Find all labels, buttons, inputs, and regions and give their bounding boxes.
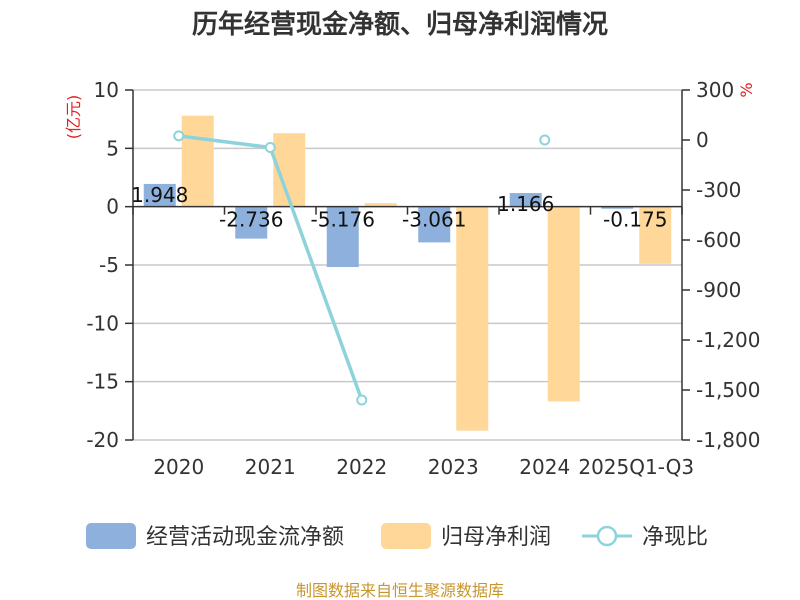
right-axis-tick-label: -1,200 — [696, 328, 760, 352]
left-axis-tick-label: 10 — [94, 78, 119, 102]
ratio-point — [264, 142, 276, 153]
cashflow-data-label: -2.736 — [219, 208, 283, 232]
left-axis-tick-label: 0 — [106, 195, 119, 219]
cashflow-bar — [235, 206, 268, 239]
ratio-point — [356, 394, 368, 406]
ratio-point — [173, 130, 185, 142]
ratio-line — [173, 130, 551, 406]
chart-title: 历年经营现金净额、归母净利润情况 — [192, 9, 608, 40]
data-labels: 1.948 -2.736 -5.176 -3.061 1.166 -0.175 — [131, 183, 667, 232]
cashflow-bar — [509, 193, 542, 207]
left-axis-tick-label: 5 — [106, 136, 119, 160]
right-axis-tick-label: -600 — [696, 228, 741, 252]
cashflow-data-label: 1.948 — [131, 183, 188, 207]
legend-label: 归母净利润 — [441, 525, 551, 550]
legend-swatch — [86, 523, 136, 549]
right-axis-tick-label: 0 — [696, 128, 709, 152]
left-axis-tick-label: -20 — [86, 428, 119, 452]
x-axis-tick-label: 2022 — [336, 455, 387, 479]
net-profit-bar — [547, 206, 580, 402]
left-axis-tick-label: -5 — [99, 253, 119, 277]
legend: 经营活动现金流净额 归母净利润 净现比 — [86, 523, 708, 550]
cashflow-data-label: -0.175 — [603, 208, 667, 232]
legend-swatch — [381, 523, 431, 549]
gridlines — [133, 89, 682, 441]
legend-label: 经营活动现金流净额 — [146, 525, 344, 550]
cashflow-bar — [601, 206, 634, 209]
cashflow-data-label: -3.061 — [402, 208, 466, 232]
net-profit-bar — [639, 206, 672, 264]
left-axis-tick-label: -15 — [86, 370, 119, 394]
x-axis-tick-label: 2021 — [245, 455, 296, 479]
right-axis-unit: % — [737, 82, 756, 97]
right-axis-tick-label: -300 — [696, 178, 741, 202]
right-axis-tick-label: -900 — [696, 278, 741, 302]
x-axis-tick-label: 2025Q1-Q3 — [578, 455, 694, 479]
net-profit-bar — [456, 206, 489, 431]
right-axis-tick-label: 300 — [696, 78, 734, 102]
bars — [143, 115, 672, 431]
legend-marker — [596, 525, 618, 547]
axes: 10 5 0 -5 -10 -15 -20 300 0 -300 -600 -900 -1,200 -1,… — [86, 78, 760, 479]
cashflow-bar — [326, 206, 359, 268]
net-profit-bar — [364, 203, 397, 207]
right-axis-tick-label: -1,800 — [696, 428, 760, 452]
x-axis-tick-label: 2020 — [153, 455, 204, 479]
left-axis-tick-label: -10 — [86, 311, 119, 335]
ratio-point — [539, 134, 551, 146]
legend-label: 净现比 — [642, 525, 708, 550]
x-axis-tick-label: 2024 — [519, 455, 570, 479]
cashflow-data-label: -5.176 — [311, 208, 375, 232]
cashflow-bar — [418, 206, 451, 243]
right-axis-tick-label: -1,500 — [696, 378, 760, 402]
source-note: 制图数据来自恒生聚源数据库 — [296, 581, 504, 600]
x-axis-tick-label: 2023 — [428, 455, 479, 479]
left-axis-unit: (亿元) — [64, 95, 83, 140]
cashflow-bar — [143, 183, 176, 207]
cashflow-data-label: 1.166 — [497, 192, 554, 216]
net-profit-bar — [181, 115, 214, 207]
